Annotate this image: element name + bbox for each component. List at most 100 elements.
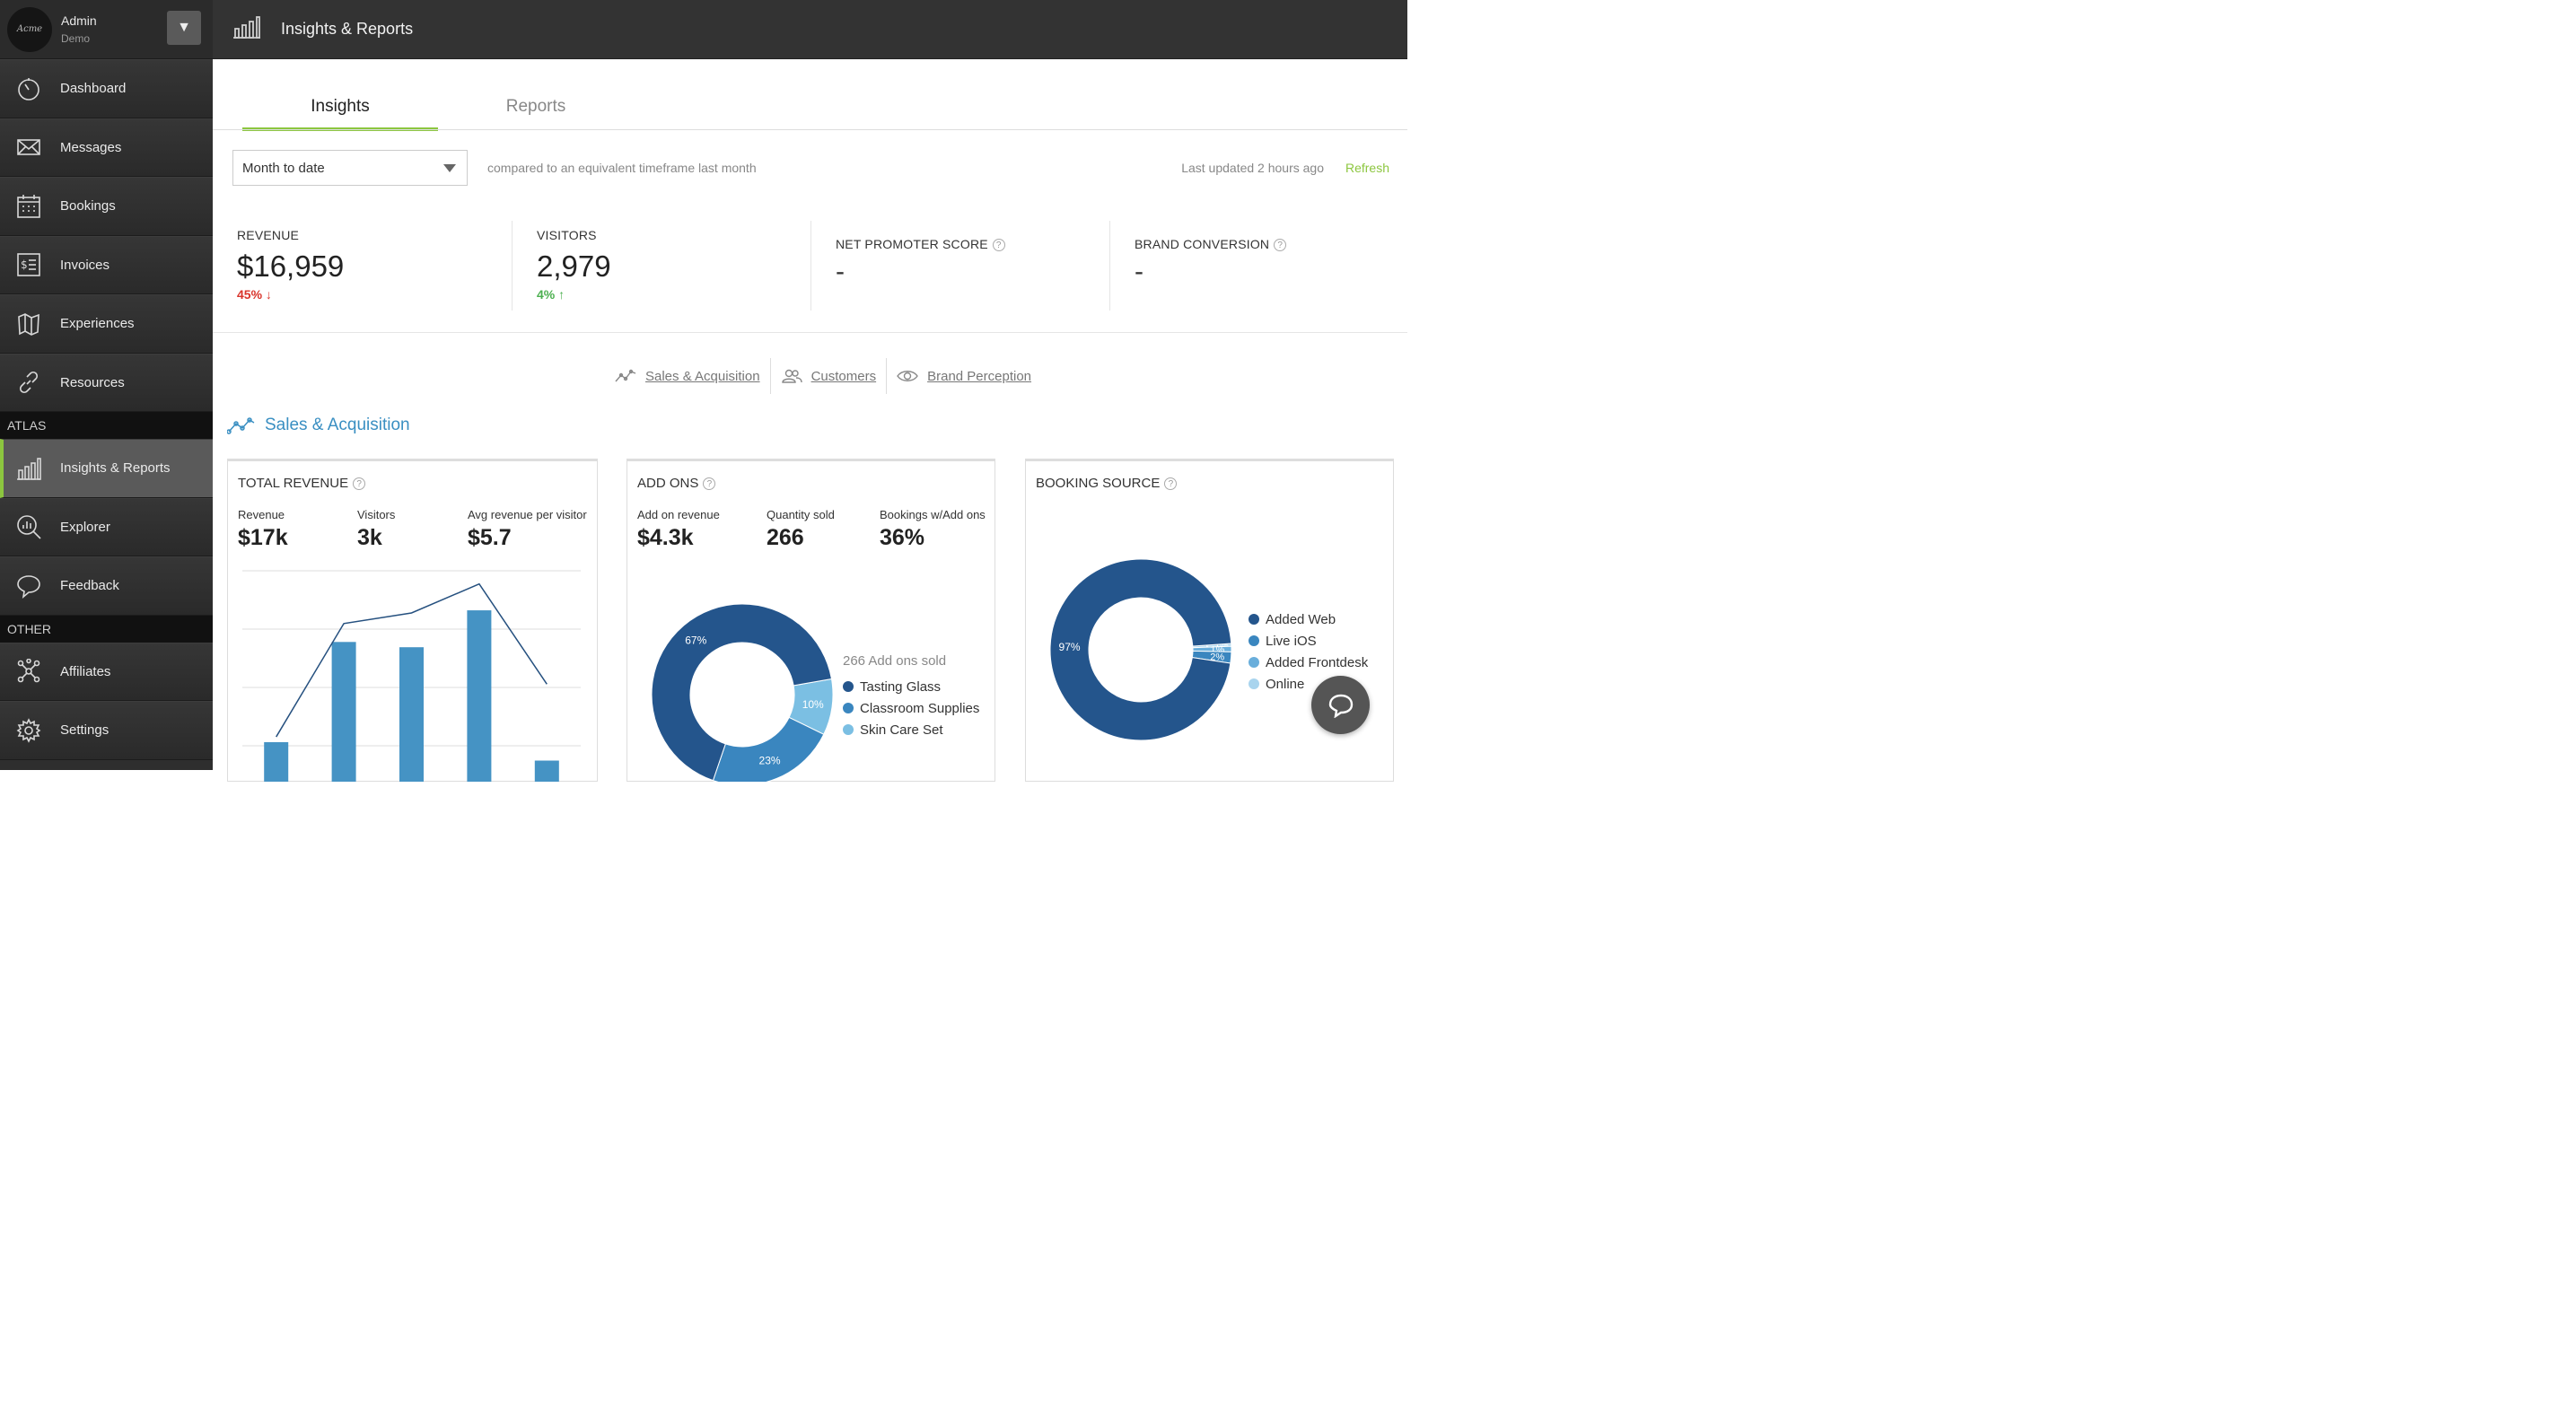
network-icon xyxy=(15,658,42,685)
sidebar-item-label: Settings xyxy=(60,722,110,739)
donut-slice xyxy=(712,716,825,782)
revenue-bar xyxy=(467,610,492,782)
kpi-label: VISITORS xyxy=(537,228,597,242)
magnify-chart-icon xyxy=(15,513,42,540)
card-title: ADD ONS? xyxy=(637,476,716,491)
metric-bookings-add-ons: Bookings w/Add ons 36% xyxy=(880,508,986,550)
sidebar-item-label: Dashboard xyxy=(60,81,127,97)
legend-item: Added Web xyxy=(1249,608,1368,630)
sidebar-item-insights-reports[interactable]: Insights & Reports xyxy=(0,439,213,498)
sidebar-item-label: Feedback xyxy=(60,578,119,594)
chat-bubble-icon xyxy=(1328,694,1353,718)
legend-item: Added Frontdesk xyxy=(1249,652,1368,673)
account-header: Acme Admin Demo ▼ xyxy=(0,0,213,59)
page-title: Insights & Reports xyxy=(281,20,414,38)
sidebar-item-dashboard[interactable]: Dashboard xyxy=(0,59,213,118)
sidebar-item-label: Insights & Reports xyxy=(60,460,171,477)
add-ons-legend: 266 Add ons sold Tasting Glass Classroom… xyxy=(843,653,979,740)
link-icon xyxy=(15,369,42,396)
help-icon[interactable]: ? xyxy=(353,477,366,490)
legend-dot xyxy=(843,681,854,692)
bar-chart-icon xyxy=(15,455,42,482)
caret-down-icon: ▼ xyxy=(177,20,191,35)
revenue-bar xyxy=(264,741,289,782)
sidebar-item-affiliates[interactable]: Affiliates xyxy=(0,642,213,701)
kpi-value: 2,979 xyxy=(537,249,611,283)
add-ons-donut-chart: 10% 23% 67% xyxy=(651,603,834,782)
section-title: Sales & Acquisition xyxy=(227,416,410,435)
sidebar-item-settings[interactable]: Settings xyxy=(0,701,213,760)
legend-item: Skin Care Set xyxy=(843,719,979,740)
donut-slice xyxy=(651,603,833,782)
nav-sales-acquisition[interactable]: Sales & Acquisition xyxy=(605,358,770,394)
booking-source-legend: Added Web Live iOS Added Frontdesk Onlin… xyxy=(1249,608,1368,695)
sidebar-section-other: OTHER xyxy=(0,615,213,643)
help-icon[interactable]: ? xyxy=(1274,239,1287,251)
invoice-icon: $ xyxy=(15,251,42,278)
legend-item: Live iOS xyxy=(1249,630,1368,652)
timeframe-value: Month to date xyxy=(242,160,325,176)
timeframe-select[interactable]: Month to date xyxy=(232,150,468,186)
arrow-down-icon: ↓ xyxy=(265,287,272,302)
metric-avg-revenue: Avg revenue per visitor $5.7 xyxy=(468,508,587,550)
kpi-label: REVENUE xyxy=(237,228,300,242)
kpi-row: REVENUE $16,959 45% ↓ VISITORS 2,979 4% … xyxy=(232,221,1407,311)
nav-customers[interactable]: Customers xyxy=(769,358,887,394)
tab-reports[interactable]: Reports xyxy=(505,97,566,116)
slice-label: 97% xyxy=(1059,641,1081,653)
map-icon xyxy=(15,311,42,337)
revenue-bar xyxy=(534,760,559,782)
kpi-brand-conversion: BRAND CONVERSION? - xyxy=(1109,221,1408,311)
sidebar-item-feedback[interactable]: Feedback xyxy=(0,556,213,616)
speech-bubble-icon xyxy=(15,573,42,599)
donut-slice xyxy=(1049,558,1232,741)
sidebar-item-experiences[interactable]: Experiences xyxy=(0,294,213,354)
legend-dot xyxy=(1249,635,1259,646)
metric-revenue: Revenue $17k xyxy=(238,508,288,550)
legend-dot xyxy=(843,703,854,713)
caret-down-icon xyxy=(443,164,456,172)
kpi-label: NET PROMOTER SCORE? xyxy=(836,237,1109,251)
sidebar-item-resources[interactable]: Resources xyxy=(0,353,213,412)
revenue-bar-chart xyxy=(242,570,581,782)
slice-label: 23% xyxy=(759,754,781,766)
account-logo: Acme xyxy=(7,6,52,52)
help-icon[interactable]: ? xyxy=(1164,477,1178,490)
legend-heading: 266 Add ons sold xyxy=(843,653,947,669)
kpi-delta: 45% ↓ xyxy=(237,287,272,302)
account-name: Admin xyxy=(61,13,97,28)
tab-insights[interactable]: Insights xyxy=(242,86,438,131)
gear-icon xyxy=(15,717,42,744)
sidebar-item-label: Explorer xyxy=(60,519,110,535)
help-icon[interactable]: ? xyxy=(703,477,716,490)
nav-label: Brand Perception xyxy=(927,368,1032,384)
kpi-divider xyxy=(213,332,1407,333)
sidebar-item-explorer[interactable]: Explorer xyxy=(0,497,213,556)
kpi-visitors: VISITORS 2,979 4% ↑ xyxy=(512,221,810,311)
total-revenue-card: TOTAL REVENUE? Revenue $17k Visitors 3k … xyxy=(227,459,598,782)
tabs-divider xyxy=(213,129,1407,130)
refresh-link[interactable]: Refresh xyxy=(1345,161,1389,175)
legend-dot xyxy=(1249,614,1259,625)
sidebar-item-invoices[interactable]: $ Invoices xyxy=(0,235,213,294)
slice-label: 10% xyxy=(802,698,824,711)
revenue-bar xyxy=(399,647,424,782)
slice-label: 67% xyxy=(685,634,706,647)
sidebar-item-label: Messages xyxy=(60,139,122,155)
account-dropdown-button[interactable]: ▼ xyxy=(167,11,201,45)
nav-label: Sales & Acquisition xyxy=(645,368,760,384)
nav-brand-perception[interactable]: Brand Perception xyxy=(886,358,1041,394)
help-icon[interactable]: ? xyxy=(992,239,1005,251)
kpi-delta: 4% ↑ xyxy=(537,287,565,302)
kpi-label: BRAND CONVERSION? xyxy=(1135,237,1408,251)
sidebar-item-label: Bookings xyxy=(60,198,116,214)
metric-quantity-sold: Quantity sold 266 xyxy=(767,508,835,550)
sidebar-item-bookings[interactable]: Bookings xyxy=(0,177,213,236)
visitors-line xyxy=(276,582,548,738)
legend-dot xyxy=(1249,657,1259,668)
revenue-bar xyxy=(331,642,356,782)
chat-button[interactable] xyxy=(1311,676,1370,734)
envelope-icon xyxy=(15,134,42,161)
sidebar-section-atlas: ATLAS xyxy=(0,412,213,439)
sidebar-item-messages[interactable]: Messages xyxy=(0,118,213,177)
